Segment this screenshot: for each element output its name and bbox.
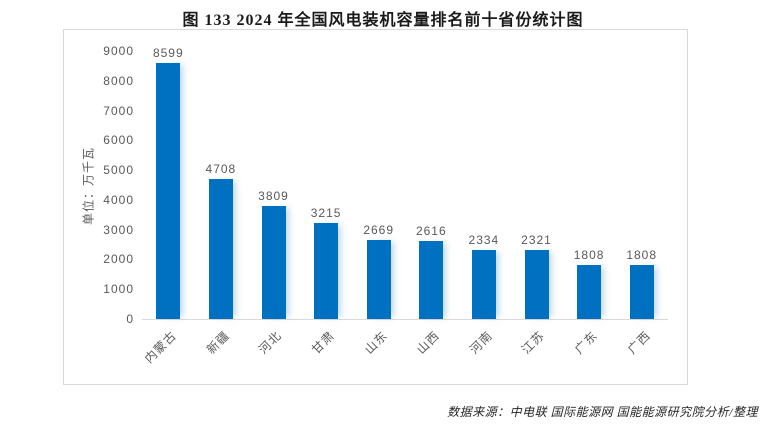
x-tick-label: 甘肃: [309, 328, 338, 357]
y-tick-label: 5000: [103, 163, 134, 178]
bar-河北: [261, 205, 286, 319]
y-tick-label: 0: [126, 312, 134, 326]
y-tick-label: 2000: [103, 252, 134, 267]
y-tick-label: 4000: [103, 192, 134, 207]
bar-value-label: 1808: [573, 248, 605, 263]
y-tick-label: 8000: [103, 73, 134, 88]
x-tick-label: 河北: [256, 328, 285, 357]
source-note: 数据来源：中电联 国际能源网 国能能源研究院分析/整理: [447, 405, 758, 419]
bar-甘肃: [314, 223, 339, 319]
plot-area: 0 1000 2000 3000 4000 5000 6000 7000 8000 9000 859…: [103, 44, 668, 366]
x-tick-label: 新疆: [203, 328, 233, 357]
y-tick-label: 6000: [103, 133, 134, 148]
y-axis-title: 单位：万千瓦: [81, 146, 96, 226]
x-tick-label: 河南: [466, 328, 496, 357]
y-tick-label: 7000: [103, 103, 134, 118]
x-tick-label: 山西: [414, 328, 443, 357]
bar-value-label: 8599: [152, 45, 184, 60]
x-tick-label: 江苏: [519, 328, 548, 357]
chart-frame: 单位：万千瓦 0 1000 2000 3000 4000 5000 6000 7000 8000…: [63, 29, 688, 385]
bar-内蒙古: [156, 62, 181, 319]
bar-value-label: 3809: [258, 188, 289, 203]
x-tick-label: 内蒙古: [142, 328, 180, 366]
bar-新疆: [208, 178, 233, 319]
bar-value-label: 2616: [415, 224, 447, 239]
bar-value-label: 2334: [468, 232, 500, 247]
bar-山西: [419, 241, 444, 319]
bar-value-label: 2669: [363, 222, 395, 237]
bar-江苏: [524, 249, 549, 319]
bar-value-label: 3215: [310, 206, 342, 221]
y-tick-label: 9000: [103, 44, 134, 58]
y-tick-label: 3000: [103, 222, 134, 237]
bar-value-label: 2321: [521, 232, 552, 247]
x-tick-label: 广西: [624, 328, 654, 357]
x-tick-label: 山东: [361, 328, 391, 357]
y-tick-label: 1000: [103, 282, 134, 297]
bar-广东: [577, 265, 602, 319]
bar-广西: [629, 265, 654, 319]
bar-山东: [366, 239, 391, 319]
x-tick-label: 广东: [572, 328, 601, 357]
chart-title: 图 133 2024 年全国风电装机容量排名前十省份统计图: [182, 12, 584, 29]
bar-value-label: 4708: [205, 161, 237, 176]
bar-value-label: 1808: [626, 248, 658, 263]
bar-河南: [471, 249, 496, 319]
